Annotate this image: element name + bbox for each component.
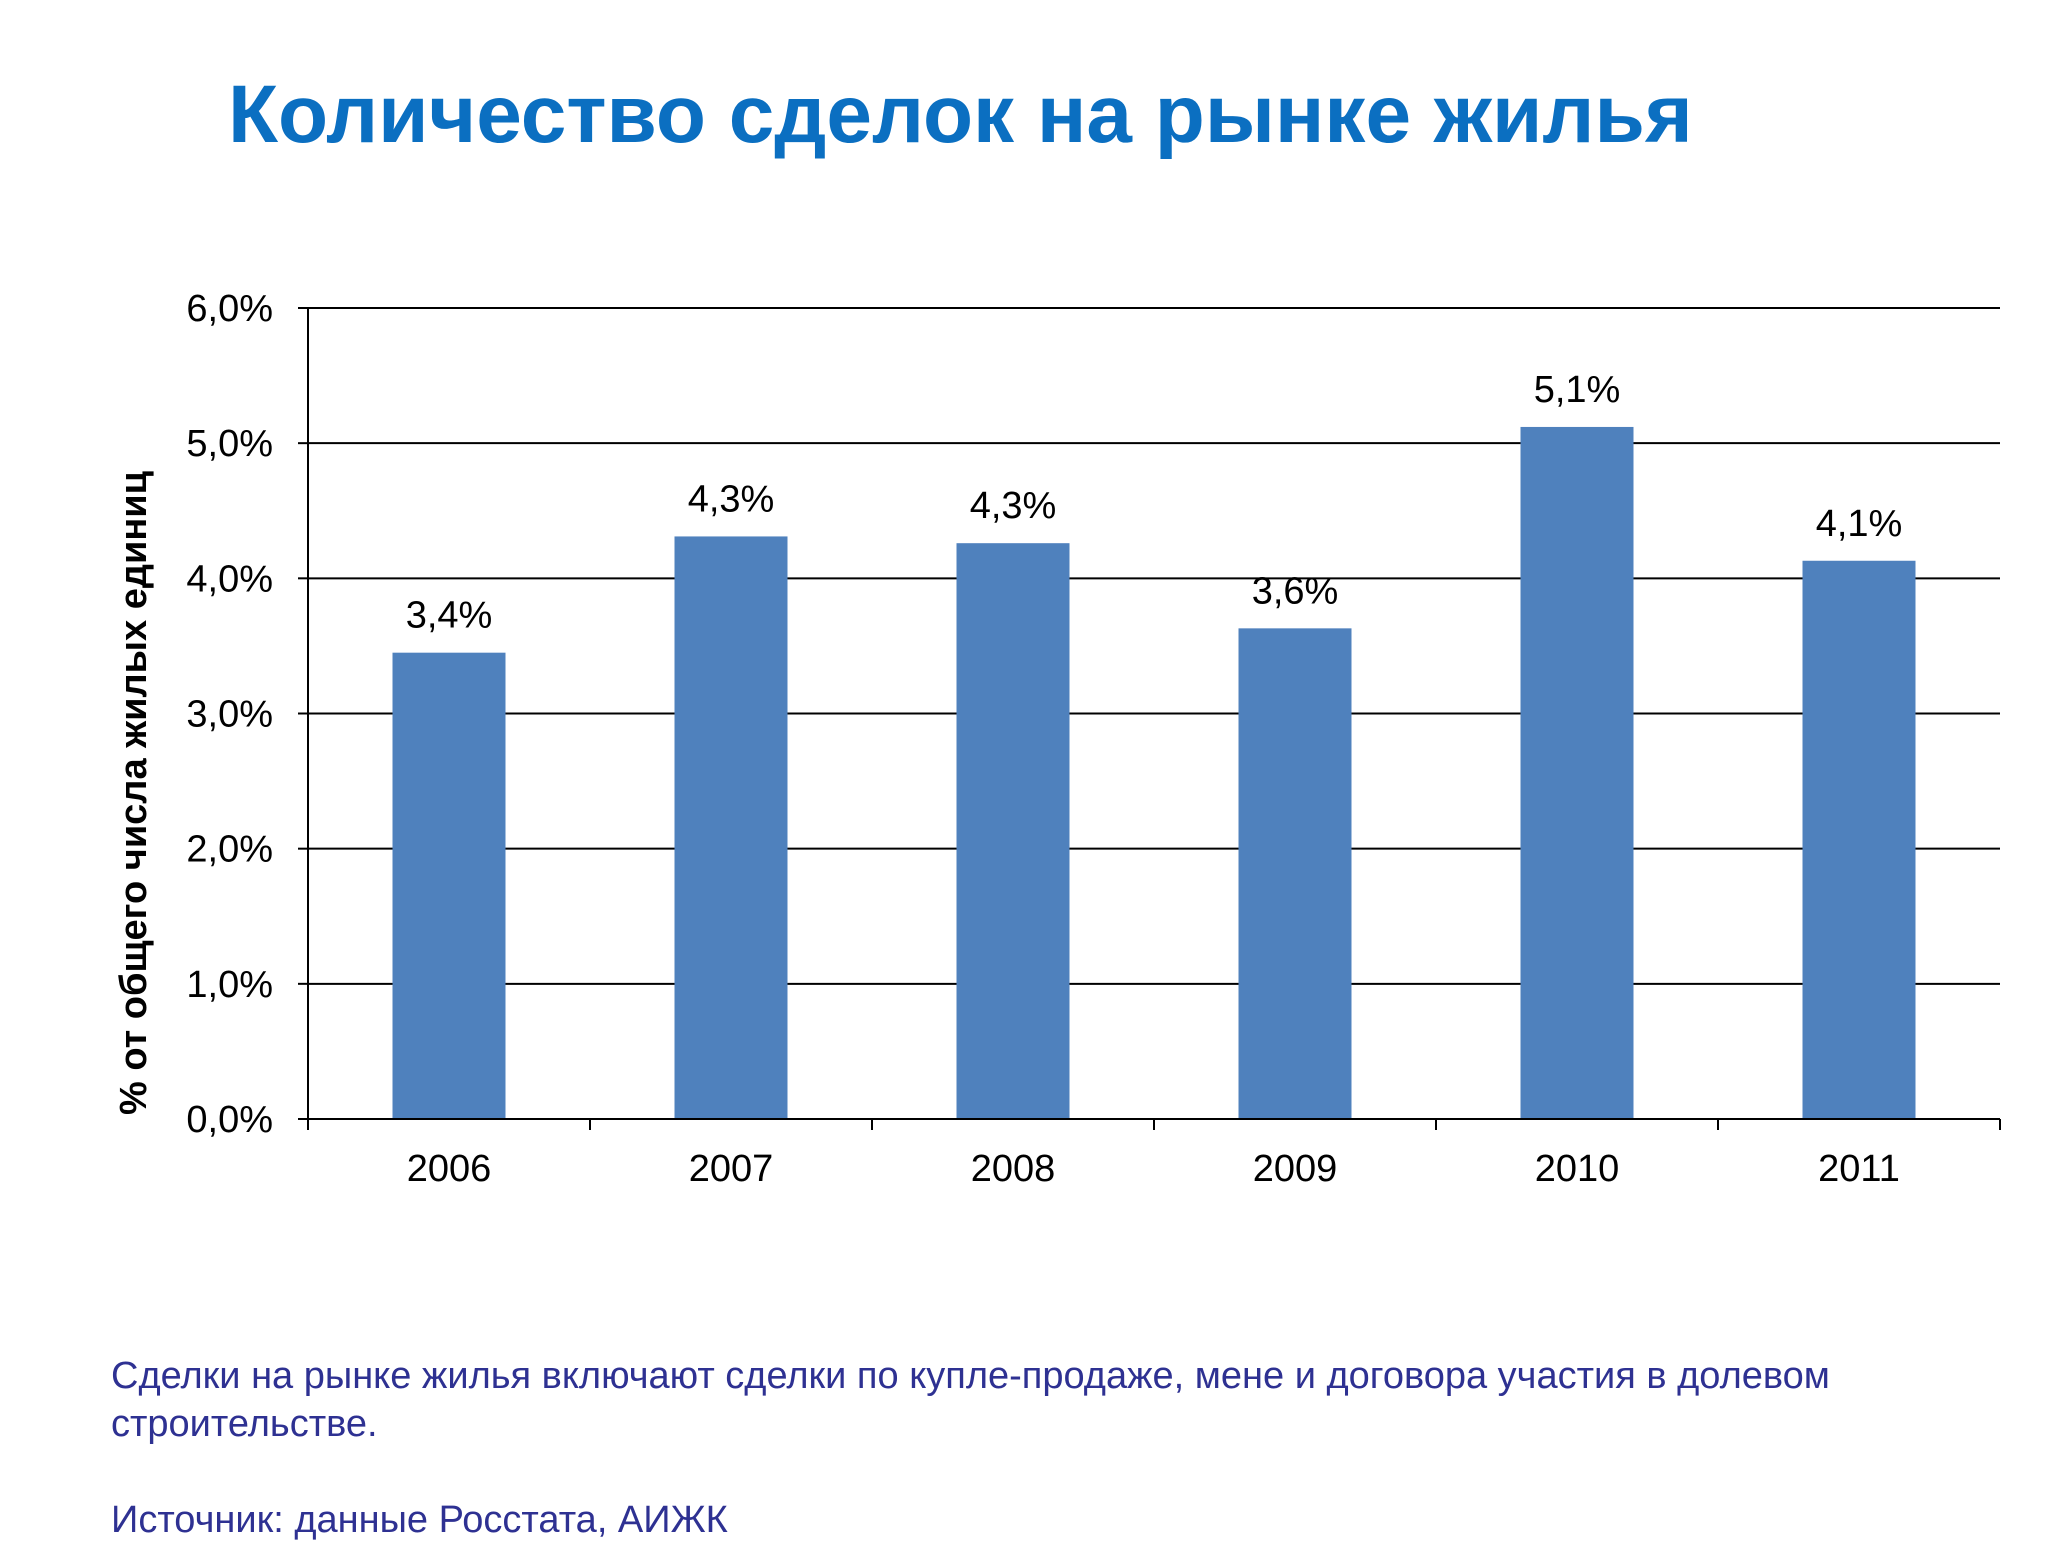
bar-chart: 0,0% 1,0% 2,0% 3,0% 4,0% 5,0% 6,0% 3,4% 2006 4,3%… xyxy=(113,288,2001,1190)
axes xyxy=(298,307,2001,1130)
labels: 0,0% 1,0% 2,0% 3,0% 4,0% 5,0% 6,0% 3,4% 2006 4,3%… xyxy=(186,288,1902,1190)
y-axis-title: % от общего числа жилых единиц xyxy=(113,470,155,1115)
bars xyxy=(392,426,1916,1119)
chart-footnote: Сделки на рынке жилья включают сделки по… xyxy=(111,1355,1830,1445)
x-tick-label: 2007 xyxy=(689,1148,774,1190)
y-tick-label: 1,0% xyxy=(186,964,273,1006)
bar xyxy=(674,536,788,1119)
bar xyxy=(1520,426,1634,1119)
x-tick-label: 2008 xyxy=(971,1148,1056,1190)
data-label: 3,6% xyxy=(1252,570,1339,612)
data-label: 4,3% xyxy=(970,485,1057,527)
x-tick-label: 2010 xyxy=(1535,1148,1620,1190)
page-title: Количество сделок на рынке жилья xyxy=(228,69,1693,160)
data-label: 5,1% xyxy=(1534,369,1621,411)
y-tick-label: 4,0% xyxy=(186,558,273,600)
y-tick-label: 2,0% xyxy=(186,829,273,871)
y-tick-label: 5,0% xyxy=(186,423,273,465)
y-tick-label: 3,0% xyxy=(186,694,273,736)
bar xyxy=(1802,560,1916,1119)
bar xyxy=(392,652,506,1119)
x-tick-label: 2011 xyxy=(1818,1148,1900,1190)
data-label: 3,4% xyxy=(406,595,493,637)
y-tick-label: 0,0% xyxy=(186,1099,273,1141)
x-tick-label: 2006 xyxy=(407,1148,492,1190)
data-label: 4,3% xyxy=(688,478,775,520)
x-tick-label: 2009 xyxy=(1253,1148,1338,1190)
y-tick-label: 6,0% xyxy=(186,288,273,330)
bar xyxy=(1238,628,1352,1119)
data-source: Источник: данные Росстата, АИЖК xyxy=(111,1499,728,1541)
gridlines xyxy=(308,307,2000,985)
bar xyxy=(956,543,1070,1119)
data-label: 4,1% xyxy=(1816,503,1903,545)
